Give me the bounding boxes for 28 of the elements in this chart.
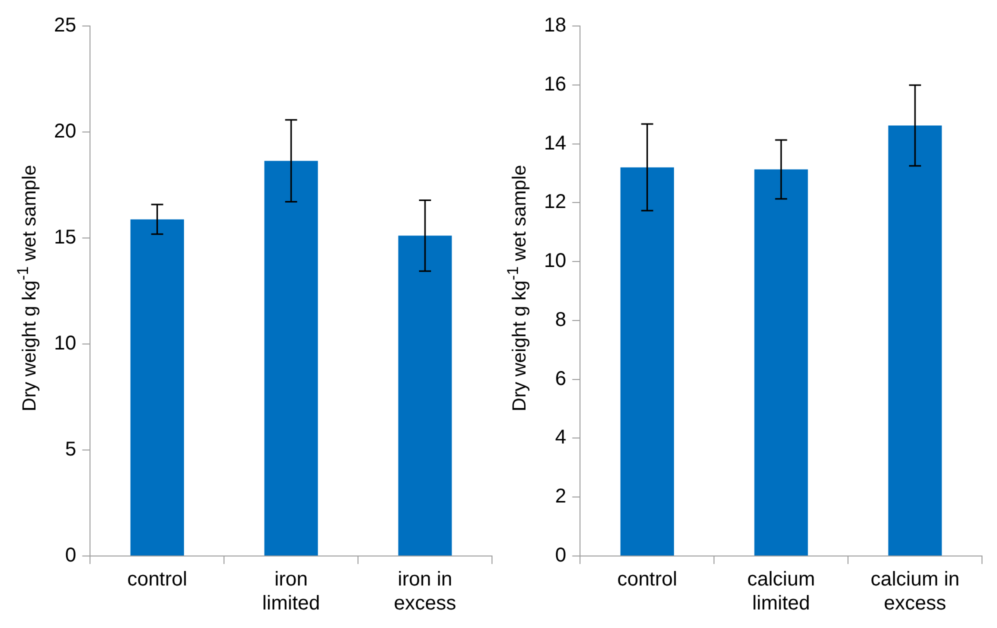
x-tick-label: iron in excess [394,568,456,615]
y-tick-label: 12 [544,191,566,214]
bar [620,167,674,556]
y-tick-label: 20 [54,120,76,143]
bar [398,236,452,556]
bar [888,126,942,556]
y-tick-label: 5 [65,438,76,461]
x-tick-label: control [617,568,678,591]
y-tick-label: 10 [54,332,76,355]
y-tick-label: 10 [544,250,566,272]
y-tick-label: 6 [555,368,566,390]
y-tick-label: 0 [65,544,76,567]
x-tick-label: calcium in excess [870,568,960,615]
y-tick-label: 0 [555,544,566,567]
y-tick-label: 2 [555,486,566,508]
y-tick-label: 14 [544,132,566,154]
y-tick-label: 4 [555,426,566,449]
bar [130,219,184,556]
bar [754,169,808,556]
y-tick-label: 25 [54,14,76,37]
bar [264,160,318,556]
x-tick-label: control [127,568,188,591]
y-tick-label: 18 [544,14,566,37]
y-tick-label: 15 [54,226,76,249]
x-tick-label: iron limited [262,568,320,615]
x-tick-label: calcium limited [747,568,816,615]
y-tick-label: 8 [555,308,566,331]
y-tick-label: 16 [544,73,566,96]
